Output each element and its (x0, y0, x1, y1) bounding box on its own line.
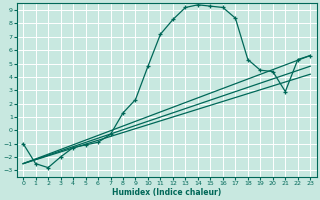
X-axis label: Humidex (Indice chaleur): Humidex (Indice chaleur) (112, 188, 221, 197)
